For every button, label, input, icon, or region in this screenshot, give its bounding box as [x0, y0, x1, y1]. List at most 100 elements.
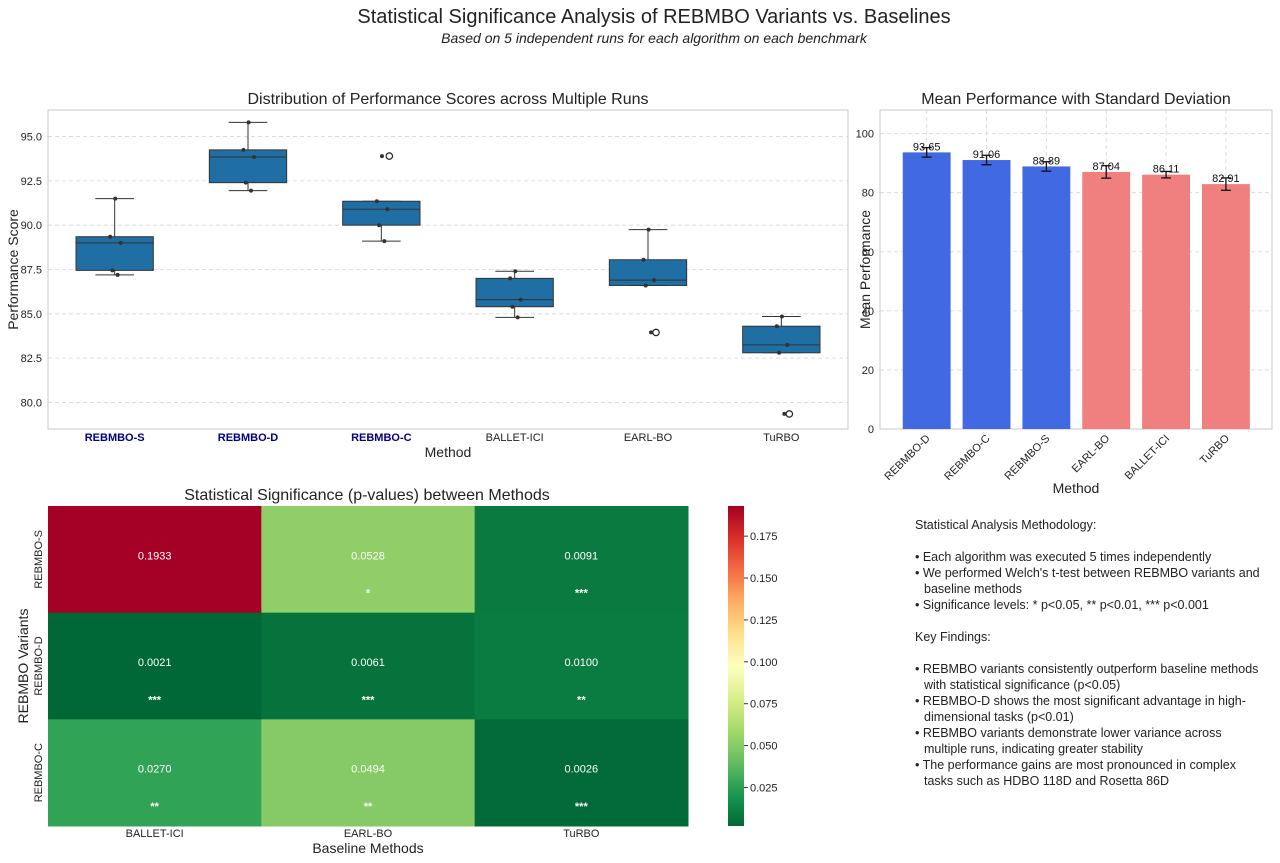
bar [1082, 171, 1131, 430]
bar-value-label: 88.89 [1033, 155, 1061, 167]
bar-value-label: 91.06 [973, 149, 1001, 161]
x-tick-label: REBMBO-D [882, 433, 932, 483]
run-point [246, 120, 251, 125]
run-point [379, 154, 384, 159]
cell-value-label: 0.0061 [351, 657, 385, 669]
run-point [646, 227, 651, 232]
run-point [108, 234, 113, 239]
heatmap-cell [48, 506, 262, 614]
box [208, 149, 288, 184]
x-tick-label: TuRBO [1198, 432, 1232, 466]
significance-stars: ** [364, 801, 373, 813]
heatmap-cell [261, 612, 476, 720]
significance-stars: *** [148, 694, 162, 706]
significance-stars: * [366, 588, 371, 600]
y-tick-label: 82.5 [21, 353, 42, 365]
outlier-marker [385, 152, 394, 160]
run-point [252, 154, 256, 159]
methodology-item: • Each algorithm was executed 5 times in… [915, 550, 1212, 564]
colorbar [728, 506, 744, 826]
colorbar-tick-label: 0.175 [750, 531, 778, 543]
x-tick-label: EARL-BO [624, 432, 673, 444]
analysis-notes: Statistical Analysis Methodology: • Each… [915, 517, 1260, 789]
run-point [643, 283, 648, 288]
run-point [241, 147, 246, 152]
run-point [110, 268, 115, 273]
run-point [115, 272, 120, 277]
x-tick-label: BALLET-ICI [486, 432, 544, 444]
cell-value-label: 0.0021 [138, 657, 172, 669]
run-point [249, 188, 253, 193]
colorbar-tick-label: 0.150 [750, 573, 778, 585]
run-point [510, 304, 515, 309]
significance-stars: *** [575, 588, 589, 600]
y-tick-label: 85.0 [21, 309, 42, 321]
significance-stars: ** [150, 801, 159, 813]
finding-item: • REBMBO variants demonstrate lower vari… [915, 726, 1222, 756]
run-point [774, 324, 779, 329]
y-tick-label: 0 [868, 424, 874, 436]
run-point [649, 330, 653, 335]
bar [962, 160, 1011, 429]
run-point [513, 269, 518, 274]
run-point [785, 342, 790, 347]
bar [1142, 174, 1191, 429]
y-tick-label: 90.0 [21, 220, 42, 232]
colorbar-tick-label: 0.050 [750, 741, 778, 753]
chart-title: Mean Performance with Standard Deviation [921, 91, 1231, 108]
colorbar-tick-label: 0.075 [750, 699, 778, 711]
box [608, 259, 688, 286]
y-tick-label: 95.0 [21, 132, 42, 144]
run-point [777, 350, 782, 355]
run-point [382, 239, 387, 244]
row-label: REBMBO-C [33, 743, 45, 802]
methodology-item: • We performed Welch's t-test between RE… [915, 566, 1260, 596]
run-point [118, 240, 123, 245]
run-point [374, 199, 379, 204]
run-point [113, 196, 118, 201]
column-label: EARL-BO [344, 828, 393, 840]
bar-value-label: 87.04 [1092, 161, 1120, 173]
heatmap-cell [48, 612, 262, 720]
bar-value-label: 93.65 [913, 141, 941, 153]
figure-subtitle: Based on 5 independent runs for each alg… [441, 30, 868, 46]
plot-frame [47, 109, 849, 430]
run-point [515, 315, 520, 320]
run-point [508, 276, 513, 281]
cell-value-label: 0.1933 [138, 550, 172, 562]
box [342, 200, 421, 226]
finding-item: • REBMBO variants consistently outperfor… [915, 662, 1259, 692]
chart-title: Statistical Significance (p-values) betw… [184, 487, 550, 504]
y-tick-label: 92.5 [21, 176, 42, 188]
x-axis-label: Method [425, 444, 472, 460]
colorbar-tick-label: 0.025 [750, 782, 778, 794]
box [75, 236, 154, 271]
finding-item: • REBMBO-D shows the most significant ad… [915, 694, 1246, 724]
mean-bar-chart: 0 20 40 60 80 100 93.65 REBMBO-D 91.06 REBMBO-C 88… [856, 91, 1273, 496]
run-point [782, 411, 787, 416]
figure-title: Statistical Significance Analysis of REB… [357, 6, 950, 28]
cell-value-label: 0.0494 [351, 764, 385, 776]
column-label: BALLET-ICI [126, 828, 184, 840]
bar-value-label: 86.11 [1153, 164, 1180, 176]
findings-heading: Key Findings: [915, 630, 991, 644]
significance-stars: *** [362, 694, 376, 706]
outlier-marker [652, 328, 660, 337]
bar [1022, 166, 1071, 429]
heatmap-cell [261, 506, 476, 614]
box [475, 277, 554, 308]
methodology-item: • Significance levels: * p<0.05, ** p<0.… [915, 598, 1209, 612]
colorbar-tick-label: 0.125 [750, 615, 778, 627]
x-tick-label: EARL-BO [1070, 432, 1113, 475]
run-point [377, 223, 382, 228]
x-tick-label: TuRBO [763, 432, 800, 444]
box [742, 325, 821, 354]
y-tick-label: 20 [862, 365, 874, 377]
x-axis-label: Baseline Methods [312, 840, 423, 856]
cell-value-label: 0.0100 [565, 657, 599, 669]
bar-value-label: 82.91 [1212, 173, 1240, 185]
cell-value-label: 0.0091 [565, 550, 599, 562]
cell-value-label: 0.0026 [565, 764, 599, 776]
chart-title: Distribution of Performance Scores acros… [247, 91, 648, 108]
